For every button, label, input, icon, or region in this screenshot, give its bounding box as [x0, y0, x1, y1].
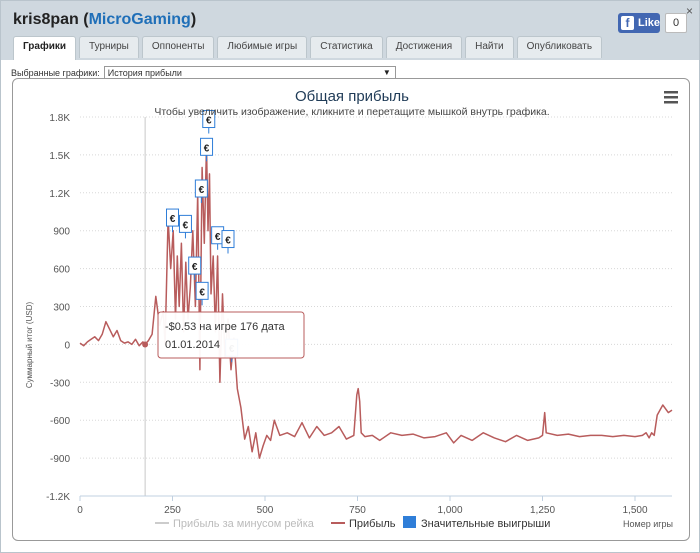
facebook-like-label: Like: [637, 17, 660, 29]
x-axis-title: Номер игры: [623, 519, 673, 529]
network-link[interactable]: MicroGaming: [88, 11, 191, 28]
username: kris8pan: [13, 11, 79, 28]
big-win-flag[interactable]: €: [211, 226, 225, 250]
y-tick-label: 1.2K: [49, 189, 70, 200]
big-win-flag[interactable]: €: [202, 110, 216, 134]
tab-publish[interactable]: Опубликовать: [516, 36, 603, 58]
big-win-flag[interactable]: €: [221, 230, 235, 254]
big-win-flag-box: [188, 256, 202, 275]
big-win-flag-label: €: [192, 262, 198, 273]
chart-selector-value: История прибыли: [107, 68, 182, 78]
chart-subtitle: Чтобы увеличить изображение, кликните и …: [154, 106, 549, 118]
x-tick-label: 1,500: [622, 505, 647, 516]
tooltip-box: [157, 311, 305, 359]
y-tick-label: -900: [50, 454, 70, 465]
series-layer: [79, 144, 673, 459]
big-win-flag-label: €: [206, 116, 212, 127]
legend-bigwins-swatch: [403, 516, 416, 528]
big-win-flag-box: [194, 179, 208, 198]
x-tick-label: 500: [257, 505, 274, 516]
y-tick-label: 1.8K: [49, 113, 70, 124]
dropdown-arrow-icon: ▼: [382, 68, 391, 77]
profit-chart[interactable]: €€€€€€€€€€ 1.8K1.5K1.2K9006003000-300-60…: [13, 79, 690, 541]
x-tick-label: 1,250: [530, 505, 555, 516]
big-win-flag-box: [195, 281, 209, 300]
header-bar: kris8pan (MicroGaming) × f Like 0 Графики…: [1, 1, 699, 60]
legend-profit-label[interactable]: Прибыль: [349, 518, 396, 530]
window-title: kris8pan (MicroGaming): [13, 11, 196, 29]
big-win-flag-label: €: [183, 220, 189, 231]
chart-panel: €€€€€€€€€€ 1.8K1.5K1.2K9006003000-300-60…: [12, 78, 690, 541]
x-tick-label: 750: [349, 505, 366, 516]
grid-layer: [80, 116, 672, 497]
big-win-flag-label: €: [199, 185, 205, 196]
big-win-flag[interactable]: €: [200, 137, 214, 162]
big-win-flag-label: €: [215, 232, 221, 243]
tab-tournaments[interactable]: Турниры: [79, 36, 139, 58]
facebook-icon: f: [621, 16, 634, 30]
big-win-flag[interactable]: €: [178, 214, 192, 239]
y-tick-label: -600: [50, 416, 70, 427]
legend: Прибыль за минусом рейка Прибыль Значите…: [155, 516, 550, 530]
big-win-flag-label: €: [170, 214, 176, 225]
x-tick-label: 1,000: [437, 505, 462, 516]
y-tick-label: 900: [53, 227, 70, 238]
tab-bar: Графики Турниры Оппоненты Любимые игры С…: [13, 36, 603, 60]
y-axis-title: Суммарный итог (USD): [25, 302, 34, 389]
close-icon[interactable]: ×: [685, 4, 693, 18]
facebook-like-count: 0: [665, 13, 687, 33]
tab-favorite-games[interactable]: Любимые игры: [217, 36, 308, 58]
title-paren-close: ): [190, 11, 197, 28]
facebook-like-button[interactable]: f Like: [618, 13, 660, 33]
big-win-flag-box: [202, 110, 216, 129]
big-win-flag[interactable]: €: [166, 208, 179, 233]
flag-layer[interactable]: €€€€€€€€€€: [166, 110, 239, 363]
big-win-flag-box: [178, 214, 192, 233]
big-win-flag[interactable]: €: [195, 281, 209, 306]
tab-opponents[interactable]: Оппоненты: [141, 36, 215, 58]
axis-layer: 1.8K 1.5K 1.2K 900 600 300 0 -300 -600 -900 -1.2K 0…: [46, 113, 672, 516]
x-tick-label: 250: [164, 505, 181, 516]
tooltip-line-2: 01.01.2014: [165, 339, 220, 351]
big-win-flag-box: [200, 137, 214, 156]
legend-bigwins-label[interactable]: Значительные выигрыши: [421, 518, 550, 530]
legend-rake-label[interactable]: Прибыль за минусом рейка: [173, 518, 315, 530]
tab-statistics[interactable]: Статистика: [310, 36, 383, 58]
tooltip-line-1: -$0.53 на игре 176 дата: [165, 321, 286, 333]
big-win-flag-box: [166, 208, 179, 227]
chart-title: Общая прибыль: [295, 88, 409, 105]
tab-charts[interactable]: Графики: [13, 36, 77, 60]
big-win-flag[interactable]: €: [188, 256, 202, 281]
big-win-flag-box: [221, 230, 235, 249]
tab-achievements[interactable]: Достижения: [385, 36, 463, 58]
y-tick-label: 1.5K: [49, 151, 70, 162]
profit-series-line: [79, 144, 673, 459]
chart-selector-row: Выбранные графики: История прибыли ▼: [11, 66, 396, 80]
profit-hover-point: [142, 341, 149, 348]
x-tick-label: 0: [77, 505, 83, 516]
menu-icon[interactable]: [664, 91, 678, 104]
tooltip: -$0.53 на игре 176 дата 01.01.2014: [157, 311, 305, 359]
tab-find[interactable]: Найти: [465, 36, 514, 58]
title-paren-open: (: [78, 11, 89, 28]
big-win-flag-label: €: [225, 236, 231, 247]
big-win-flag[interactable]: €: [194, 179, 208, 204]
big-win-flag-label: €: [199, 287, 205, 298]
y-tick-label: -1.2K: [46, 492, 70, 503]
y-tick-label: 0: [64, 340, 70, 351]
y-tick-label: 600: [53, 265, 70, 276]
big-win-flag-label: €: [204, 143, 210, 154]
y-tick-label: -300: [50, 378, 70, 389]
y-tick-label: 300: [53, 303, 70, 314]
chart-selector-label: Выбранные графики:: [11, 68, 100, 78]
